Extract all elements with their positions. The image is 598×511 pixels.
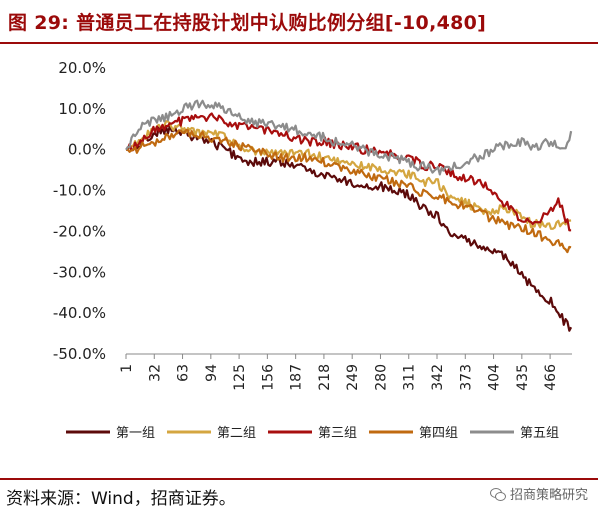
y-tick-label: -30.0%	[53, 263, 106, 281]
x-tick-label: 466	[543, 364, 559, 391]
legend-item-1: 第一组	[66, 426, 155, 441]
y-tick-label: -20.0%	[53, 222, 106, 240]
y-tick-label: 0.0%	[68, 141, 106, 159]
chart-legend: 第一组 第二组 第三组 第四组 第五组	[66, 426, 559, 441]
x-tick-label: 187	[289, 364, 305, 391]
figure-title: 图 29: 普通员工在持股计划中认购比例分组[-10,480]	[8, 12, 487, 34]
x-tick-label: 404	[487, 364, 503, 391]
legend-item-5: 第五组	[470, 426, 559, 441]
legend-label: 第四组	[419, 426, 458, 441]
x-tick-label: 280	[373, 364, 389, 391]
figure-header: 图 29: 普通员工在持股计划中认购比例分组[-10,480]	[0, 0, 598, 44]
source-note: 资料来源：Wind，招商证券。	[6, 489, 236, 509]
legend-label: 第三组	[318, 426, 357, 441]
legend-item-2: 第二组	[167, 426, 256, 441]
y-tick-label: 10.0%	[58, 100, 106, 118]
x-tick-label: 373	[458, 364, 474, 391]
x-tick-label: 311	[402, 364, 418, 391]
x-tick-label: 63	[176, 364, 192, 382]
series-line-1	[126, 124, 573, 332]
x-axis: 1 32 63 94 125 156 187 218 249 280 311 342 373 404 435…	[119, 353, 572, 391]
y-tick-label: 20.0%	[58, 59, 106, 77]
x-tick-label: 218	[317, 364, 333, 391]
watermark: 招商策略研究	[489, 484, 588, 503]
source-divider	[0, 478, 598, 480]
legend-label: 第五组	[520, 426, 559, 441]
series-line-5	[125, 99, 573, 176]
legend-item-3: 第三组	[268, 426, 357, 441]
x-tick-label: 125	[232, 364, 248, 391]
x-tick-label: 94	[204, 364, 220, 382]
wechat-icon	[489, 487, 506, 501]
y-tick-label: -10.0%	[53, 182, 106, 200]
y-tick-label: -40.0%	[53, 304, 106, 322]
x-tick-label: 249	[345, 364, 361, 391]
watermark-text: 招商策略研究	[509, 488, 588, 503]
y-tick-label: -50.0%	[53, 345, 106, 363]
x-tick-label: 156	[260, 364, 276, 391]
y-axis: 20.0% 10.0% 0.0% -10.0% -20.0% -30.0% -40.0% -5…	[53, 59, 106, 363]
series-line-3	[125, 112, 572, 232]
x-tick-label: 32	[147, 364, 163, 382]
legend-item-4: 第四组	[369, 426, 458, 441]
series-line-4	[126, 128, 572, 254]
legend-label: 第二组	[217, 426, 256, 441]
x-tick-label: 1	[119, 364, 135, 373]
x-tick-label: 342	[430, 364, 446, 391]
series-layer	[125, 99, 573, 332]
legend-label: 第一组	[116, 426, 155, 441]
title-divider	[0, 42, 598, 44]
line-chart: 20.0% 10.0% 0.0% -10.0% -20.0% -30.0% -40.0% -5…	[53, 59, 573, 441]
x-tick-label: 435	[515, 364, 531, 391]
